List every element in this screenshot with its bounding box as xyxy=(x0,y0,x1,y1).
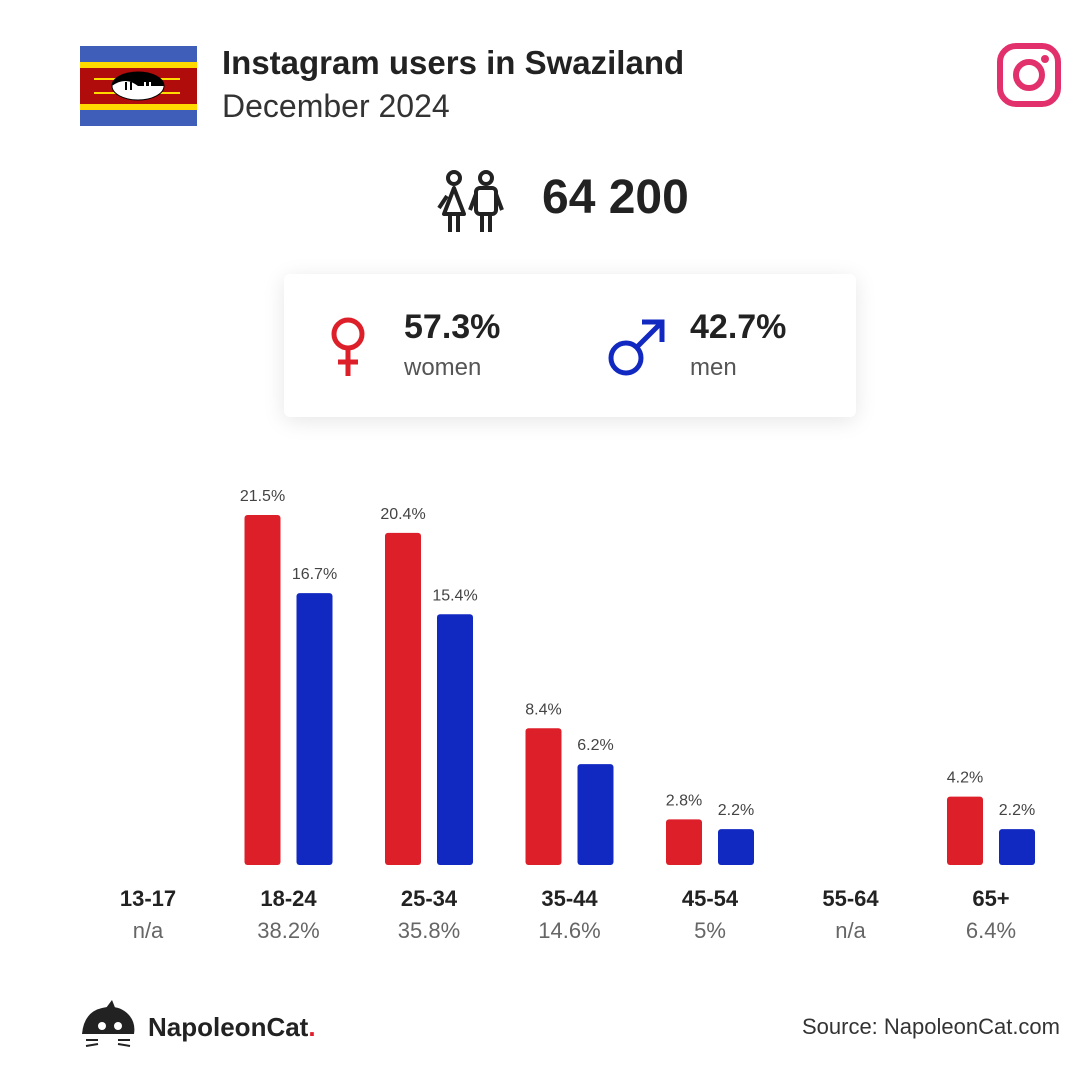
group-total-13-17: n/a xyxy=(133,918,164,943)
group-total-35-44: 14.6% xyxy=(538,918,600,943)
group-total-18-24: 38.2% xyxy=(257,918,319,943)
swaziland-flag-icon xyxy=(80,46,197,126)
brand-text: NapoleonCat xyxy=(148,1012,309,1042)
bar-35-44-men xyxy=(577,764,614,865)
data-label-18-24-women: 21.5% xyxy=(240,488,285,505)
brand-name: NapoleonCat. xyxy=(148,1012,316,1043)
data-label-25-34-women: 20.4% xyxy=(380,506,425,523)
men-label: men xyxy=(690,354,737,381)
bar-45-54-men xyxy=(718,829,754,865)
data-label-25-34-men: 15.4% xyxy=(432,587,477,604)
tick-label-13-17: 13-17 xyxy=(120,886,176,911)
data-label-65+-women: 4.2% xyxy=(947,770,983,787)
group-total-25-34: 35.8% xyxy=(398,918,460,943)
bar-25-34-men xyxy=(437,614,473,865)
bar-35-44-women xyxy=(525,728,562,865)
group-total-45-54: 5% xyxy=(694,918,726,943)
gender-card: 57.3% women 42.7% men xyxy=(284,274,856,417)
bar-65+-men xyxy=(999,829,1035,865)
people-icon xyxy=(437,170,504,232)
group-total-55-64: n/a xyxy=(835,918,866,943)
data-label-45-54-women: 2.8% xyxy=(666,792,702,809)
tick-label-25-34: 25-34 xyxy=(401,886,458,911)
bar-65+-women xyxy=(947,796,983,865)
data-label-18-24-men: 16.7% xyxy=(292,566,337,583)
page-subtitle: December 2024 xyxy=(222,88,450,124)
tick-label-65+: 65+ xyxy=(972,886,1009,911)
women-label: women xyxy=(404,354,482,381)
napoleoncat-logo-icon xyxy=(82,1000,135,1047)
tick-label-35-44: 35-44 xyxy=(541,886,598,911)
men-percentage: 42.7% xyxy=(690,308,787,346)
data-label-65+-men: 2.2% xyxy=(999,802,1035,819)
data-label-35-44-women: 8.4% xyxy=(525,701,561,718)
data-label-45-54-men: 2.2% xyxy=(718,802,754,819)
brand-dot: . xyxy=(308,1012,316,1042)
tick-label-18-24: 18-24 xyxy=(260,886,317,911)
bar-18-24-men xyxy=(296,593,333,865)
instagram-icon xyxy=(997,43,1061,107)
bar-25-34-women xyxy=(385,532,421,865)
bar-18-24-women xyxy=(244,515,281,865)
page-title: Instagram users in Swaziland xyxy=(222,44,685,81)
tick-label-55-64: 55-64 xyxy=(822,886,879,911)
women-percentage: 57.3% xyxy=(404,308,501,346)
total-users: 64 200 xyxy=(542,171,689,224)
bar-45-54-women xyxy=(666,819,702,865)
tick-label-45-54: 45-54 xyxy=(682,886,739,911)
male-icon xyxy=(608,319,665,376)
female-icon xyxy=(331,317,365,376)
data-label-35-44-men: 6.2% xyxy=(577,737,613,754)
source-note: Source: NapoleonCat.com xyxy=(801,1014,1060,1039)
group-total-65+: 6.4% xyxy=(966,918,1016,943)
